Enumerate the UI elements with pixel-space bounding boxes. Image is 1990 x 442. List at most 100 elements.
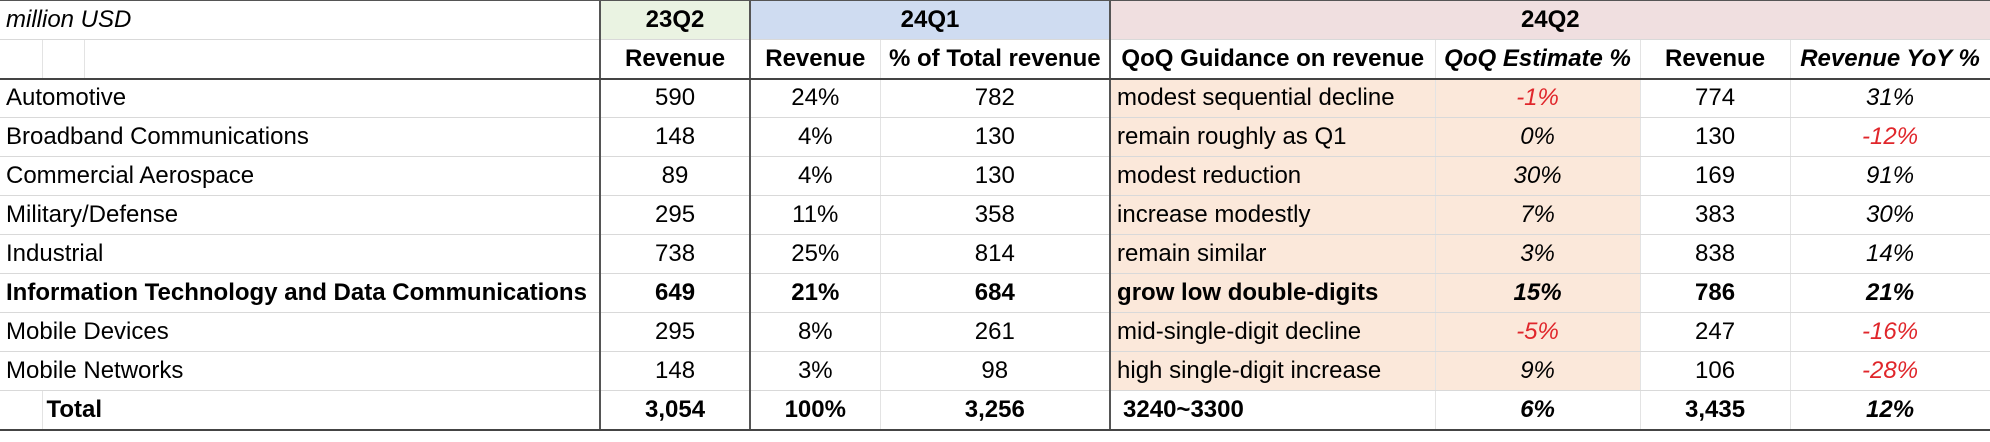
yoy-cell: 31% xyxy=(1790,78,1990,118)
guidance-cell: increase modestly xyxy=(1109,195,1436,235)
revenue-24q2-cell: 130 xyxy=(1640,117,1791,157)
column-header-row: Revenue Revenue % of Total revenue QoQ G… xyxy=(0,39,1990,80)
col-header-yoy: Revenue YoY % xyxy=(1790,39,1990,80)
revenue-24q2-cell: 786 xyxy=(1640,273,1791,313)
table-row: Information Technology and Data Communic… xyxy=(0,273,1990,313)
col-header-revenue-24q1: Revenue xyxy=(749,39,881,80)
segment-name: Automotive xyxy=(0,78,601,118)
qoq-estimate-cell: 9% xyxy=(1435,351,1641,391)
yoy-cell: 30% xyxy=(1790,195,1990,235)
col-header-revenue-23q2: Revenue xyxy=(599,39,751,80)
segment-name: Mobile Networks xyxy=(0,351,601,391)
qoq-estimate-cell: 3% xyxy=(1435,234,1641,274)
revenue-23q2-cell: 649 xyxy=(599,273,751,313)
revenue-24q1-cell: 25% xyxy=(749,234,881,274)
qoq-estimate-cell: 15% xyxy=(1435,273,1641,313)
revenue-23q2-cell: 295 xyxy=(599,312,751,352)
revenue-24q1-cell: 4% xyxy=(749,117,881,157)
pct-total-cell: 261 xyxy=(880,312,1111,352)
revenue-table: million USD 23Q2 24Q1 24Q2 Revenue Reven… xyxy=(0,0,1990,431)
total-row: Total 3,054 100% 3,256 3240~3300 6% 3,43… xyxy=(0,390,1990,431)
revenue-23q2-cell: 148 xyxy=(599,351,751,391)
guidance-cell: remain roughly as Q1 xyxy=(1109,117,1436,157)
segment-name: Military/Defense xyxy=(0,195,601,235)
segment-name: Mobile Devices xyxy=(0,312,601,352)
revenue-24q2-cell: 838 xyxy=(1640,234,1791,274)
period-header-row: million USD 23Q2 24Q1 24Q2 xyxy=(0,0,1990,40)
pct-total-cell: 98 xyxy=(880,351,1111,391)
period-23q2-header: 23Q2 xyxy=(599,0,751,40)
total-label: Total xyxy=(42,390,601,431)
guidance-cell: modest reduction xyxy=(1109,156,1436,196)
col-header-guidance: QoQ Guidance on revenue xyxy=(1109,39,1436,80)
revenue-24q2-cell: 774 xyxy=(1640,78,1791,118)
col-header-qoq-estimate: QoQ Estimate % xyxy=(1435,39,1641,80)
total-revenue-24q2: 3,435 xyxy=(1640,390,1791,431)
unit-label: million USD xyxy=(0,0,601,40)
table-row: Mobile Devices 295 8% 261 mid-single-dig… xyxy=(0,312,1990,352)
total-guidance: 3240~3300 xyxy=(1109,390,1436,431)
revenue-24q2-cell: 247 xyxy=(1640,312,1791,352)
empty-header-cell xyxy=(42,39,85,80)
total-pct-total: 3,256 xyxy=(880,390,1111,431)
period-24q1-header: 24Q1 xyxy=(749,0,1111,40)
empty-header-cell xyxy=(84,39,601,80)
yoy-cell: 14% xyxy=(1790,234,1990,274)
revenue-24q2-cell: 383 xyxy=(1640,195,1791,235)
total-qoq-estimate: 6% xyxy=(1435,390,1641,431)
revenue-23q2-cell: 295 xyxy=(599,195,751,235)
table-row: Commercial Aerospace 89 4% 130 modest re… xyxy=(0,156,1990,196)
revenue-24q1-cell: 24% xyxy=(749,78,881,118)
pct-total-cell: 782 xyxy=(880,78,1111,118)
col-header-revenue-24q2: Revenue xyxy=(1640,39,1791,80)
qoq-estimate-cell: 7% xyxy=(1435,195,1641,235)
segment-name: Industrial xyxy=(0,234,601,274)
table-row: Military/Defense 295 11% 358 increase mo… xyxy=(0,195,1990,235)
pct-total-cell: 130 xyxy=(880,156,1111,196)
col-header-pct-total: % of Total revenue xyxy=(880,39,1111,80)
yoy-cell: 91% xyxy=(1790,156,1990,196)
guidance-cell: grow low double-digits xyxy=(1109,273,1436,313)
guidance-cell: high single-digit increase xyxy=(1109,351,1436,391)
qoq-estimate-cell: -5% xyxy=(1435,312,1641,352)
table-row: Automotive 590 24% 782 modest sequential… xyxy=(0,78,1990,118)
total-revenue-23q2: 3,054 xyxy=(599,390,751,431)
segment-name: Broadband Communications xyxy=(0,117,601,157)
revenue-23q2-cell: 590 xyxy=(599,78,751,118)
revenue-23q2-cell: 738 xyxy=(599,234,751,274)
total-revenue-24q1: 100% xyxy=(749,390,881,431)
guidance-cell: remain similar xyxy=(1109,234,1436,274)
qoq-estimate-cell: 30% xyxy=(1435,156,1641,196)
revenue-23q2-cell: 148 xyxy=(599,117,751,157)
total-yoy: 12% xyxy=(1790,390,1990,431)
revenue-23q2-cell: 89 xyxy=(599,156,751,196)
yoy-cell: -12% xyxy=(1790,117,1990,157)
table-row: Mobile Networks 148 3% 98 high single-di… xyxy=(0,351,1990,391)
table-row: Industrial 738 25% 814 remain similar 3%… xyxy=(0,234,1990,274)
revenue-24q1-cell: 3% xyxy=(749,351,881,391)
pct-total-cell: 130 xyxy=(880,117,1111,157)
table-row: Broadband Communications 148 4% 130 rema… xyxy=(0,117,1990,157)
revenue-24q2-cell: 169 xyxy=(1640,156,1791,196)
pct-total-cell: 814 xyxy=(880,234,1111,274)
segment-name: Commercial Aerospace xyxy=(0,156,601,196)
empty-cell xyxy=(0,390,43,431)
pct-total-cell: 358 xyxy=(880,195,1111,235)
guidance-cell: mid-single-digit decline xyxy=(1109,312,1436,352)
qoq-estimate-cell: 0% xyxy=(1435,117,1641,157)
period-24q2-header: 24Q2 xyxy=(1109,0,1990,40)
empty-header-cell xyxy=(0,39,43,80)
revenue-24q1-cell: 21% xyxy=(749,273,881,313)
pct-total-cell: 684 xyxy=(880,273,1111,313)
revenue-24q1-cell: 11% xyxy=(749,195,881,235)
revenue-24q2-cell: 106 xyxy=(1640,351,1791,391)
revenue-24q1-cell: 8% xyxy=(749,312,881,352)
yoy-cell: -28% xyxy=(1790,351,1990,391)
yoy-cell: 21% xyxy=(1790,273,1990,313)
qoq-estimate-cell: -1% xyxy=(1435,78,1641,118)
segment-name: Information Technology and Data Communic… xyxy=(0,273,601,313)
guidance-cell: modest sequential decline xyxy=(1109,78,1436,118)
yoy-cell: -16% xyxy=(1790,312,1990,352)
revenue-24q1-cell: 4% xyxy=(749,156,881,196)
